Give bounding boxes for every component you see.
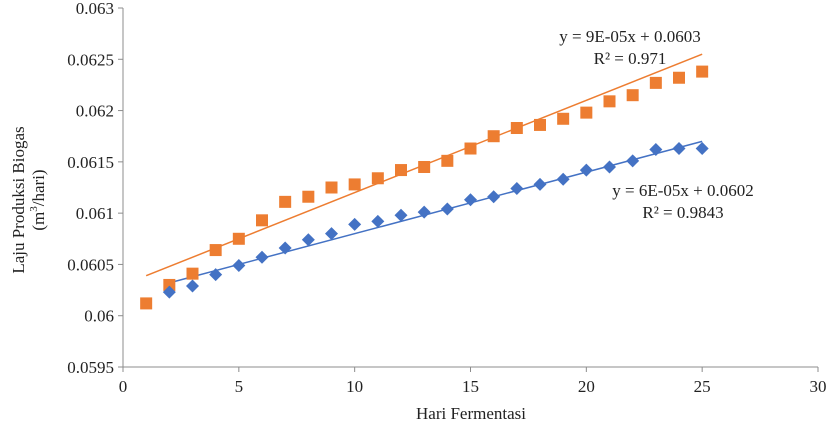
equation-annotations: y = 9E-05x + 0.0603 R² = 0.971 y = 6E-05… [559, 27, 753, 222]
orange-square-marker [441, 154, 454, 167]
blue-diamond-marker [695, 142, 709, 156]
y-tick-label: 0.0625 [67, 50, 114, 69]
y-axis-title: Laju Produksi Biogas (m3/hari) [9, 126, 48, 273]
x-tick-label: 10 [346, 377, 363, 396]
orange-square-marker [371, 172, 384, 185]
orange-square-marker [395, 164, 407, 177]
x-tick-label: 20 [578, 377, 595, 396]
orange-square-marker [186, 267, 199, 280]
blue-diamond-marker [371, 214, 385, 228]
orange-equation-label: y = 9E-05x + 0.0603 [559, 27, 700, 46]
orange-square-marker [209, 244, 222, 257]
orange-square-marker [325, 181, 338, 194]
blue-diamond-marker [556, 172, 570, 186]
tick-labels: 0.0595 0.06 0.0605 0.061 0.0615 0.062 0.0625 0.… [67, 0, 826, 396]
x-axis-title: Hari Fermentasi [416, 404, 526, 423]
orange-square-marker [487, 130, 500, 143]
blue-diamond-marker [464, 193, 477, 207]
blue-diamond-marker [626, 154, 640, 168]
blue-diamond-marker [510, 182, 524, 196]
blue-diamond-marker [162, 285, 176, 299]
y-tick-label: 0.0605 [67, 255, 114, 274]
orange-square-marker [510, 122, 523, 135]
orange-square-marker [232, 232, 245, 245]
blue-r2-label: R² = 0.9843 [642, 203, 723, 222]
blue-diamond-marker [278, 241, 292, 255]
blue-diamond-marker [394, 208, 408, 222]
y-axis-unit-sup: 3 [28, 206, 40, 212]
blue-trendline [169, 140, 703, 284]
orange-square-marker [464, 142, 477, 155]
blue-diamond-marker [579, 163, 593, 177]
y-tick-label: 0.06 [84, 307, 114, 326]
blue-diamond-marker [255, 250, 269, 264]
x-tick-label: 0 [119, 377, 128, 396]
y-axis-title-line1: Laju Produksi Biogas [9, 126, 28, 273]
blue-diamond-marker [417, 205, 431, 219]
orange-square-marker [140, 297, 153, 310]
orange-square-marker [348, 178, 361, 191]
blue-diamond-marker [649, 143, 663, 157]
y-tick-label: 0.0615 [67, 153, 114, 172]
blue-diamond-marker [603, 160, 616, 174]
orange-square-marker [696, 65, 709, 78]
y-tick-label: 0.0595 [67, 358, 114, 377]
orange-square-marker [603, 95, 616, 108]
blue-diamond-marker [325, 227, 338, 241]
blue-diamond-marker [440, 202, 454, 216]
y-axis-title-line2: (m3/hari) [28, 169, 48, 230]
orange-square-marker [256, 214, 268, 227]
y-tick-label: 0.061 [76, 204, 114, 223]
blue-diamond-marker [348, 217, 362, 231]
blue-diamond-marker [186, 279, 199, 293]
orange-square-marker [418, 160, 431, 173]
blue-equation-label: y = 6E-05x + 0.0602 [612, 181, 753, 200]
blue-diamond-marker [209, 268, 223, 282]
y-axis-unit-pre: (m [29, 212, 48, 231]
data-markers [140, 65, 709, 310]
blue-diamond-marker [672, 142, 686, 156]
orange-square-marker [580, 106, 593, 119]
orange-square-marker [557, 112, 570, 125]
blue-diamond-marker [232, 258, 246, 272]
blue-diamond-marker [301, 233, 315, 247]
x-tick-label: 5 [235, 377, 244, 396]
orange-square-marker [673, 71, 685, 84]
y-axis-unit-post: /hari) [29, 169, 48, 206]
x-tick-label: 30 [810, 377, 827, 396]
x-tick-label: 25 [694, 377, 711, 396]
x-tick-label: 15 [462, 377, 479, 396]
orange-square-marker [626, 89, 639, 102]
y-tick-label: 0.062 [76, 102, 114, 121]
blue-diamond-marker [533, 177, 547, 191]
orange-square-marker [649, 76, 662, 89]
orange-r2-label: R² = 0.971 [594, 49, 667, 68]
blue-diamond-marker [487, 190, 501, 204]
y-tick-label: 0.063 [76, 0, 114, 18]
orange-square-marker [302, 190, 315, 203]
orange-square-marker [279, 195, 292, 208]
orange-square-marker [163, 278, 176, 291]
orange-square-marker [534, 118, 546, 131]
